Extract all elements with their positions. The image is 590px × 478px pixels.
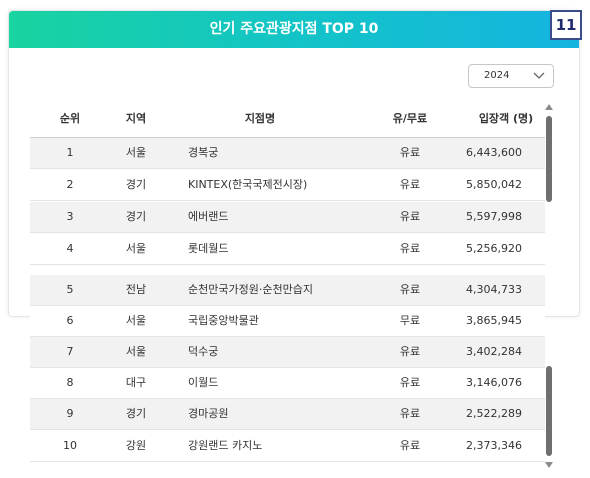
column-header-visitors: 입장객 (명) (478, 112, 534, 125)
table-header: 순위 지역 지점명 유/무료 입장객 (명) (30, 100, 545, 138)
scrollbar-thumb[interactable] (546, 366, 552, 456)
fee-cell: 유료 (399, 242, 421, 255)
region-cell: 전남 (125, 283, 147, 296)
scrollbar-thumb[interactable] (546, 116, 552, 202)
page-number-badge: 11 (550, 10, 582, 40)
rank-cell: 2 (66, 178, 74, 191)
visitors-cell: 4,304,733 (466, 283, 522, 296)
name-cell: 강원랜드 카지노 (188, 439, 263, 452)
rank-cell: 4 (66, 242, 74, 255)
region-cell: 경기 (125, 210, 147, 223)
ranking-table: 순위 지역 지점명 유/무료 입장객 (명) 1 서울 경복궁 유료 6,443… (30, 100, 545, 470)
fee-cell: 유료 (399, 283, 421, 296)
name-cell: 롯데월드 (188, 242, 229, 255)
fee-cell: 유료 (399, 178, 421, 191)
column-header-fee: 유/무료 (392, 112, 428, 125)
visitors-cell: 2,373,346 (466, 439, 522, 452)
column-header-name: 지점명 (244, 112, 276, 125)
chevron-down-icon (533, 72, 545, 79)
table-row: 3 경기 에버랜드 유료 5,597,998 (30, 202, 545, 233)
table-row: 6 서울 국립중앙박물관 무료 3,865,945 (30, 306, 545, 337)
table-row: 9 경기 경마공원 유료 2,522,289 (30, 399, 545, 430)
name-cell: 이월드 (188, 376, 219, 389)
year-select[interactable]: 2024 (468, 64, 554, 88)
region-cell: 서울 (125, 345, 147, 358)
visitors-cell: 5,256,920 (466, 242, 522, 255)
fee-cell: 유료 (399, 376, 421, 389)
arrow-up-icon[interactable] (545, 104, 553, 110)
visitors-cell: 6,443,600 (466, 146, 522, 159)
year-select-value: 2024 (484, 70, 510, 81)
rank-cell: 7 (66, 345, 74, 358)
fee-cell: 유료 (399, 146, 421, 159)
arrow-down-icon[interactable] (545, 462, 553, 468)
name-cell: 국립중앙박물관 (188, 314, 259, 327)
visitors-cell: 5,850,042 (466, 178, 522, 191)
table-row: 10 강원 강원랜드 카지노 유료 2,373,346 (30, 431, 545, 462)
column-header-rank: 순위 (59, 112, 81, 125)
name-cell: 경마공원 (188, 407, 229, 420)
rank-cell: 9 (66, 407, 74, 420)
name-cell: 순천만국가정원·순천만습지 (188, 283, 313, 296)
name-cell: 에버랜드 (188, 210, 229, 223)
region-cell: 강원 (125, 439, 147, 452)
fee-cell: 유료 (399, 407, 421, 420)
region-cell: 서울 (125, 242, 147, 255)
fee-cell: 유료 (399, 210, 421, 223)
rank-cell: 10 (63, 439, 77, 452)
visitors-cell: 3,402,284 (466, 345, 522, 358)
region-cell: 경기 (125, 407, 147, 420)
rank-cell: 3 (66, 210, 74, 223)
card-header: 인기 주요관광지점 TOP 10 (9, 11, 579, 48)
rank-cell: 8 (66, 376, 74, 389)
name-cell: 경복궁 (188, 146, 219, 159)
table-row: 5 전남 순천만국가정원·순천만습지 유료 4,304,733 (30, 275, 545, 306)
region-cell: 서울 (125, 314, 147, 327)
fee-cell: 유료 (399, 345, 421, 358)
table-row: 2 경기 KINTEX(한국국제전시장) 유료 5,850,042 (30, 170, 545, 201)
name-cell: 덕수궁 (188, 345, 219, 358)
visitors-cell: 5,597,998 (466, 210, 522, 223)
fee-cell: 무료 (399, 314, 421, 327)
table-row: 7 서울 덕수궁 유료 3,402,284 (30, 337, 545, 368)
region-cell: 서울 (125, 146, 147, 159)
visitors-cell: 3,865,945 (466, 314, 522, 327)
table-row: 8 대구 이월드 유료 3,146,076 (30, 368, 545, 399)
card-title: 인기 주요관광지점 TOP 10 (209, 21, 379, 37)
rank-cell: 5 (66, 283, 74, 296)
visitors-cell: 2,522,289 (466, 407, 522, 420)
rank-cell: 1 (66, 146, 74, 159)
visitors-cell: 3,146,076 (466, 376, 522, 389)
region-cell: 대구 (125, 376, 147, 389)
column-header-region: 지역 (125, 112, 147, 125)
table-row: 1 서울 경복궁 유료 6,443,600 (30, 138, 545, 169)
fee-cell: 유료 (399, 439, 421, 452)
rank-cell: 6 (66, 314, 74, 327)
region-cell: 경기 (125, 178, 147, 191)
table-row: 4 서울 롯데월드 유료 5,256,920 (30, 234, 545, 265)
name-cell: KINTEX(한국국제전시장) (188, 178, 308, 191)
